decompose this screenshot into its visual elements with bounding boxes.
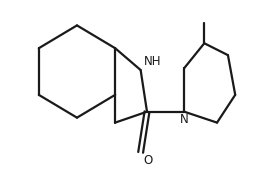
Text: N: N — [180, 113, 189, 126]
Text: O: O — [144, 154, 153, 167]
Text: NH: NH — [144, 55, 161, 68]
